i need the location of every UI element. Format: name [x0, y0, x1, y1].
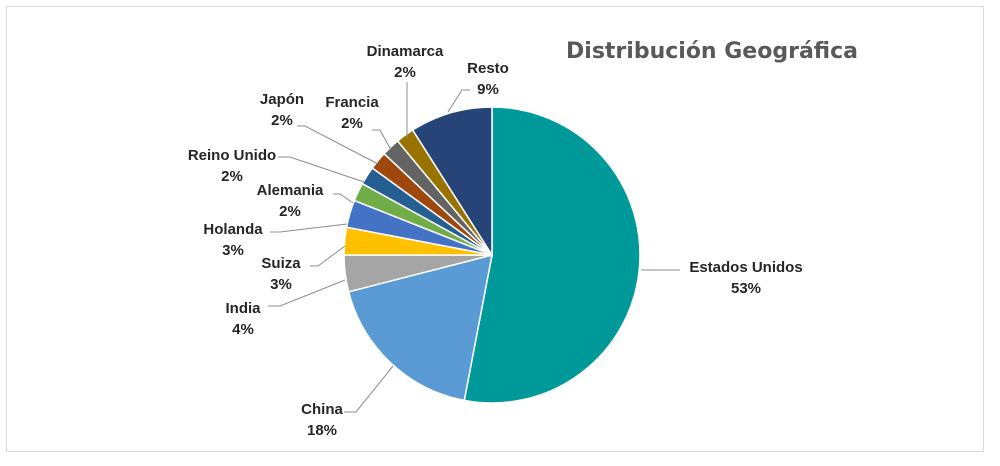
slice-name-label: Estados Unidos	[689, 259, 802, 276]
slice-percent-label: 3%	[222, 242, 244, 259]
slice-percent-label: 2%	[341, 115, 363, 132]
pie-slices	[343, 106, 641, 404]
slice-percent-label: 2%	[394, 64, 416, 81]
slice-name-label: Resto	[467, 60, 509, 77]
slice-percent-label: 53%	[731, 280, 761, 297]
leader-line	[268, 279, 346, 307]
slice-labels: Estados Unidos 53% China 18% India 4% Suiza 3% H…	[188, 43, 803, 439]
slice-name-label: Alemania	[257, 182, 324, 199]
slice-percent-label: 4%	[232, 321, 254, 338]
pie-slice-china	[347, 253, 493, 402]
leader-line	[447, 89, 470, 113]
leader-line	[297, 125, 379, 165]
slice-percent-label: 2%	[271, 112, 293, 129]
slice-name-label: Reino Unido	[188, 147, 276, 164]
leader-line	[278, 156, 365, 183]
slice-name-label: Holanda	[203, 221, 263, 238]
chart-title: Distribución Geográfica	[566, 39, 858, 64]
slice-percent-label: 3%	[270, 276, 292, 293]
leader-lines	[268, 82, 680, 413]
leader-line	[310, 245, 346, 267]
slice-name-label: India	[225, 300, 261, 317]
leader-line	[372, 129, 392, 151]
leader-line	[344, 365, 394, 413]
pie-slice-estados-unidos	[463, 106, 641, 404]
slice-name-label: Japón	[260, 91, 304, 108]
slice-name-label: Suiza	[261, 255, 301, 272]
pie-slice-resto	[411, 106, 493, 258]
slice-percent-label: 2%	[279, 203, 301, 220]
slice-name-label: Dinamarca	[367, 43, 444, 60]
slice-percent-label: 18%	[307, 422, 337, 439]
leader-line	[270, 223, 348, 233]
slice-percent-label: 2%	[221, 168, 243, 185]
slice-percent-label: 9%	[477, 81, 499, 98]
slice-name-label: China	[301, 401, 343, 418]
leader-line	[333, 193, 354, 204]
slice-name-label: Francia	[325, 94, 379, 111]
